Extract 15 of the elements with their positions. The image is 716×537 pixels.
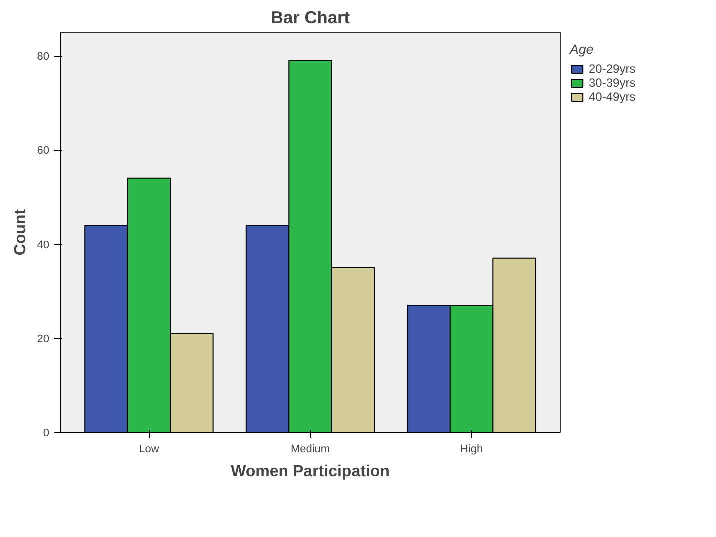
y-tick-label: 60 [37, 145, 50, 158]
chart-title: Bar Chart [271, 8, 350, 28]
y-tick-label: 20 [37, 333, 50, 346]
x-axis-title: Women Participation [231, 464, 390, 480]
x-tick-label: Medium [290, 444, 330, 456]
y-tick-label: 0 [43, 428, 50, 440]
y-tick-label: 40 [37, 239, 50, 252]
y-axis-title: Count [12, 208, 30, 256]
x-tick-label: Low [139, 444, 160, 456]
y-tick-label: 80 [37, 51, 50, 64]
legend-label: 40-49yrs [589, 90, 636, 104]
legend-title: Age [570, 42, 595, 57]
legend-label: 20-29yrs [589, 62, 636, 76]
x-tick-label: High [460, 444, 484, 456]
legend-label: 30-39yrs [589, 76, 636, 90]
